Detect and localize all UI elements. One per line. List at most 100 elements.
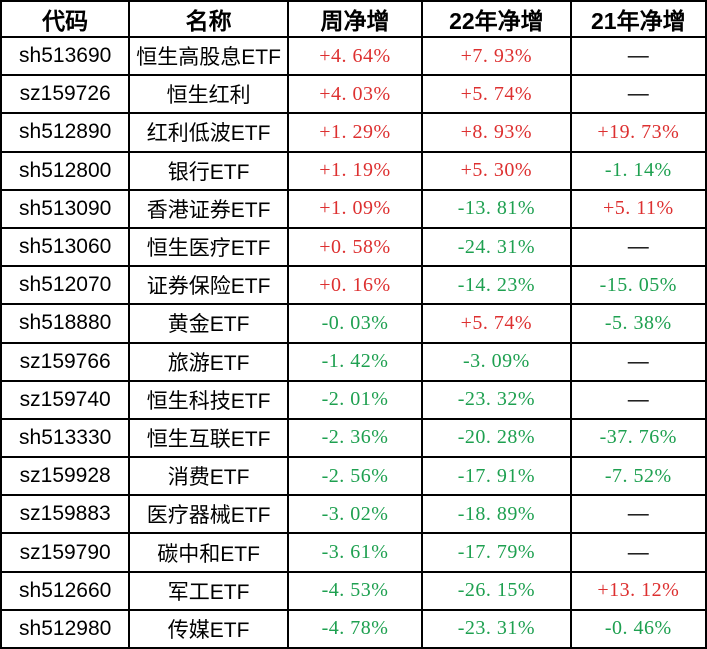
- y2021-net-change-cell: —: [569, 532, 707, 573]
- code-cell: sh513060: [0, 226, 131, 268]
- week-net-change-cell: -0. 03%: [286, 303, 424, 344]
- y2021-net-change-cell: —: [569, 226, 707, 268]
- name-cell: 消费ETF: [128, 456, 289, 497]
- y2022-net-change-cell: -17. 79%: [421, 532, 572, 573]
- y2022-net-change-cell: -23. 32%: [421, 379, 572, 420]
- y2022-net-change-cell: -20. 28%: [421, 417, 572, 459]
- y2022-net-change-cell: +7. 93%: [421, 35, 572, 77]
- y2022-net-change-cell: -13. 81%: [421, 188, 572, 229]
- name-cell: 恒生高股息ETF: [128, 35, 289, 77]
- table-row: sh512890 红利低波ETF +1. 29% +8. 93% +19. 73%: [0, 112, 707, 153]
- code-cell: sz159790: [0, 532, 131, 573]
- name-cell: 证券保险ETF: [128, 265, 289, 306]
- y2021-net-change-cell: -5. 38%: [569, 303, 707, 344]
- table-row: sz159883 医疗器械ETF -3. 02% -18. 89% —: [0, 494, 707, 535]
- header-2022-net-change: 22年净增: [421, 0, 572, 38]
- y2021-net-change-cell: -0. 46%: [569, 608, 707, 649]
- name-cell: 恒生互联ETF: [128, 417, 289, 459]
- header-code: 代码: [0, 0, 131, 38]
- name-cell: 医疗器械ETF: [128, 494, 289, 535]
- week-net-change-cell: -4. 53%: [286, 570, 424, 611]
- table-row: sh512660 军工ETF -4. 53% -26. 15% +13. 12%: [0, 570, 707, 611]
- y2021-net-change-cell: —: [569, 35, 707, 77]
- week-net-change-cell: -2. 36%: [286, 417, 424, 459]
- code-cell: sz159928: [0, 456, 131, 497]
- table-row: sh513330 恒生互联ETF -2. 36% -20. 28% -37. 76%: [0, 417, 707, 459]
- code-cell: sz159883: [0, 494, 131, 535]
- week-net-change-cell: -3. 02%: [286, 494, 424, 535]
- code-cell: sh518880: [0, 303, 131, 344]
- table-row: sz159766 旅游ETF -1. 42% -3. 09% —: [0, 341, 707, 382]
- week-net-change-cell: +4. 64%: [286, 35, 424, 77]
- y2022-net-change-cell: +5. 30%: [421, 150, 572, 191]
- week-net-change-cell: +1. 29%: [286, 112, 424, 153]
- name-cell: 香港证券ETF: [128, 188, 289, 229]
- name-cell: 传媒ETF: [128, 608, 289, 649]
- y2021-net-change-cell: —: [569, 341, 707, 382]
- y2022-net-change-cell: +8. 93%: [421, 112, 572, 153]
- code-cell: sh513330: [0, 417, 131, 459]
- y2022-net-change-cell: -17. 91%: [421, 456, 572, 497]
- y2021-net-change-cell: +19. 73%: [569, 112, 707, 153]
- week-net-change-cell: -1. 42%: [286, 341, 424, 382]
- header-week-net-change: 周净增: [286, 0, 424, 38]
- table-row: sz159726 恒生红利 +4. 03% +5. 74% —: [0, 74, 707, 115]
- table-row: sh513090 香港证券ETF +1. 09% -13. 81% +5. 11%: [0, 188, 707, 229]
- code-cell: sz159726: [0, 74, 131, 115]
- code-cell: sh512660: [0, 570, 131, 611]
- y2021-net-change-cell: -7. 52%: [569, 456, 707, 497]
- code-cell: sz159740: [0, 379, 131, 420]
- code-cell: sh512980: [0, 608, 131, 649]
- header-name: 名称: [128, 0, 289, 38]
- y2021-net-change-cell: -37. 76%: [569, 417, 707, 459]
- table-row: sh512070 证券保险ETF +0. 16% -14. 23% -15. 05%: [0, 265, 707, 306]
- y2022-net-change-cell: -18. 89%: [421, 494, 572, 535]
- name-cell: 恒生红利: [128, 74, 289, 115]
- code-cell: sh513090: [0, 188, 131, 229]
- y2021-net-change-cell: —: [569, 494, 707, 535]
- header-2021-net-change: 21年净增: [569, 0, 707, 38]
- code-cell: sh512800: [0, 150, 131, 191]
- table-row: sh512800 银行ETF +1. 19% +5. 30% -1. 14%: [0, 150, 707, 191]
- table-row: sz159790 碳中和ETF -3. 61% -17. 79% —: [0, 532, 707, 573]
- name-cell: 军工ETF: [128, 570, 289, 611]
- header-row: 代码 名称 周净增 22年净增 21年净增: [0, 0, 707, 38]
- name-cell: 银行ETF: [128, 150, 289, 191]
- name-cell: 红利低波ETF: [128, 112, 289, 153]
- y2022-net-change-cell: -26. 15%: [421, 570, 572, 611]
- name-cell: 恒生科技ETF: [128, 379, 289, 420]
- y2021-net-change-cell: +13. 12%: [569, 570, 707, 611]
- name-cell: 恒生医疗ETF: [128, 226, 289, 268]
- y2022-net-change-cell: +5. 74%: [421, 74, 572, 115]
- name-cell: 碳中和ETF: [128, 532, 289, 573]
- week-net-change-cell: +1. 19%: [286, 150, 424, 191]
- week-net-change-cell: +0. 16%: [286, 265, 424, 306]
- table-row: sh518880 黄金ETF -0. 03% +5. 74% -5. 38%: [0, 303, 707, 344]
- week-net-change-cell: -4. 78%: [286, 608, 424, 649]
- code-cell: sh512890: [0, 112, 131, 153]
- table-row: sh512980 传媒ETF -4. 78% -23. 31% -0. 46%: [0, 608, 707, 649]
- name-cell: 黄金ETF: [128, 303, 289, 344]
- table-row: sh513690 恒生高股息ETF +4. 64% +7. 93% —: [0, 35, 707, 77]
- table-row: sh513060 恒生医疗ETF +0. 58% -24. 31% —: [0, 226, 707, 268]
- y2021-net-change-cell: -15. 05%: [569, 265, 707, 306]
- table-body: sh513690 恒生高股息ETF +4. 64% +7. 93% — sz159726 恒…: [0, 35, 707, 649]
- code-cell: sh513690: [0, 35, 131, 77]
- code-cell: sz159766: [0, 341, 131, 382]
- y2022-net-change-cell: -24. 31%: [421, 226, 572, 268]
- y2022-net-change-cell: -23. 31%: [421, 608, 572, 649]
- table-row: sz159928 消费ETF -2. 56% -17. 91% -7. 52%: [0, 456, 707, 497]
- y2022-net-change-cell: -14. 23%: [421, 265, 572, 306]
- y2021-net-change-cell: +5. 11%: [569, 188, 707, 229]
- y2021-net-change-cell: —: [569, 379, 707, 420]
- name-cell: 旅游ETF: [128, 341, 289, 382]
- y2021-net-change-cell: —: [569, 74, 707, 115]
- week-net-change-cell: -2. 01%: [286, 379, 424, 420]
- y2022-net-change-cell: -3. 09%: [421, 341, 572, 382]
- week-net-change-cell: -2. 56%: [286, 456, 424, 497]
- y2022-net-change-cell: +5. 74%: [421, 303, 572, 344]
- week-net-change-cell: +0. 58%: [286, 226, 424, 268]
- week-net-change-cell: +1. 09%: [286, 188, 424, 229]
- y2021-net-change-cell: -1. 14%: [569, 150, 707, 191]
